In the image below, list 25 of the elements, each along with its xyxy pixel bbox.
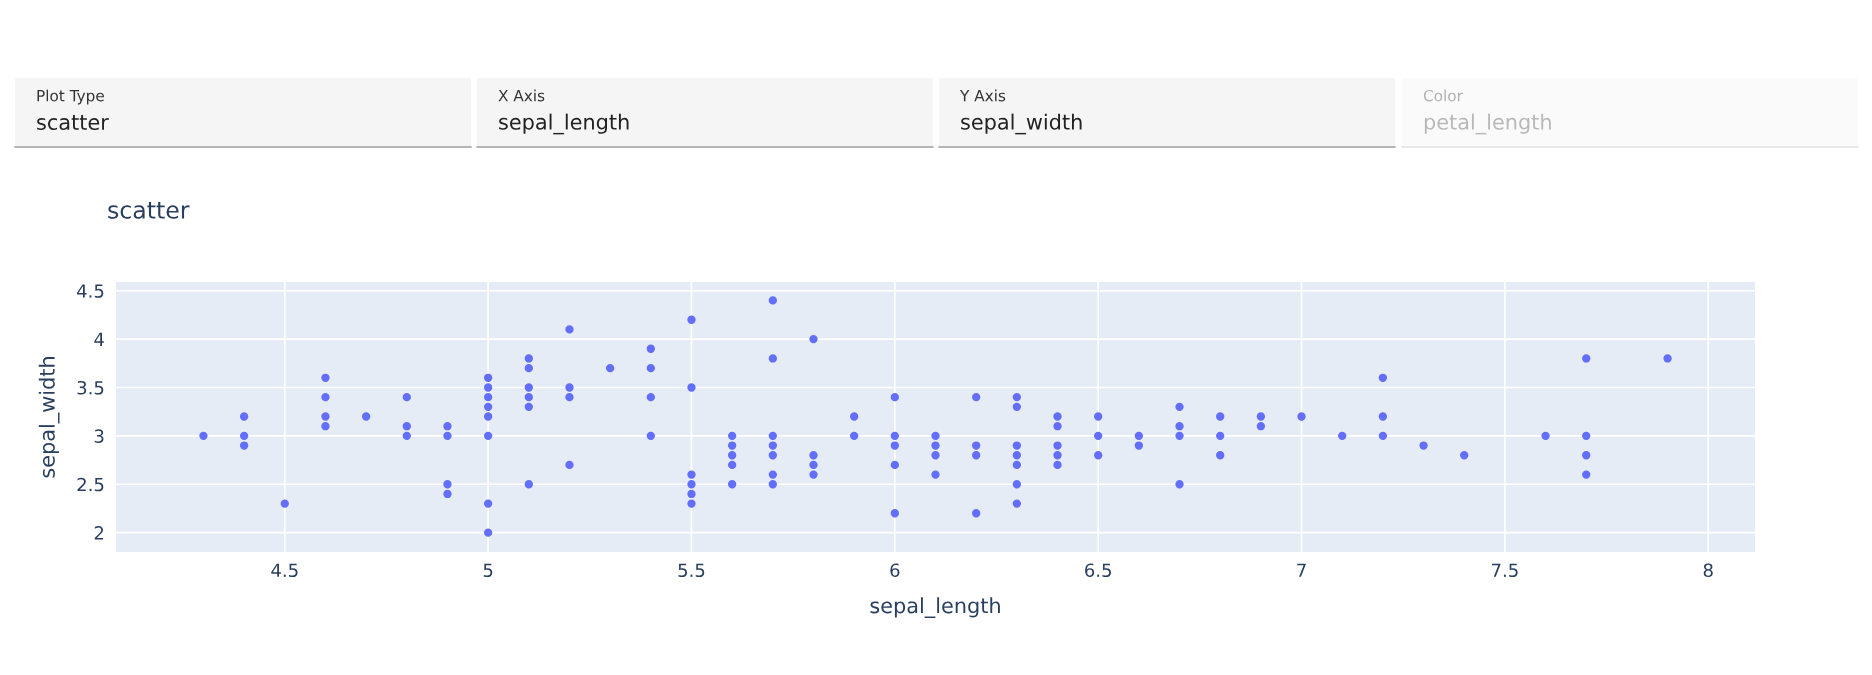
y-tick-label: 3.5 bbox=[77, 380, 104, 395]
y-axis-title: sepal_width bbox=[38, 357, 60, 478]
y-tick-label: 2.5 bbox=[77, 477, 104, 492]
text: petal_length bbox=[1424, 113, 1551, 135]
y-tick-label: 2 bbox=[94, 526, 104, 540]
x-tick-label: 6.5 bbox=[1085, 563, 1111, 578]
text: X Axis bbox=[498, 89, 545, 102]
y-tick-label: 4.5 bbox=[77, 284, 104, 298]
x-tick-label: 7 bbox=[1297, 563, 1306, 577]
x-tick-label: 6 bbox=[890, 563, 900, 578]
y-tick-label: 3 bbox=[94, 429, 104, 443]
y-tick-label: 4 bbox=[94, 332, 104, 346]
x-tick-label: 7.5 bbox=[1492, 563, 1518, 578]
text: sepal_length bbox=[499, 113, 629, 135]
text: Plot Type bbox=[37, 89, 104, 105]
text: Y Axis bbox=[959, 89, 1006, 102]
x-tick-label: 8 bbox=[1703, 563, 1713, 578]
text: Color bbox=[1423, 89, 1463, 102]
chart-title: scatter bbox=[108, 201, 190, 219]
text: scatter bbox=[37, 115, 109, 131]
x-tick-label: 5 bbox=[483, 563, 493, 578]
x-tick-label: 4.5 bbox=[271, 563, 298, 578]
text: sepal_width bbox=[961, 113, 1082, 135]
x-axis-title: sepal_length bbox=[870, 597, 1000, 618]
x-tick-label: 5.5 bbox=[678, 563, 705, 578]
